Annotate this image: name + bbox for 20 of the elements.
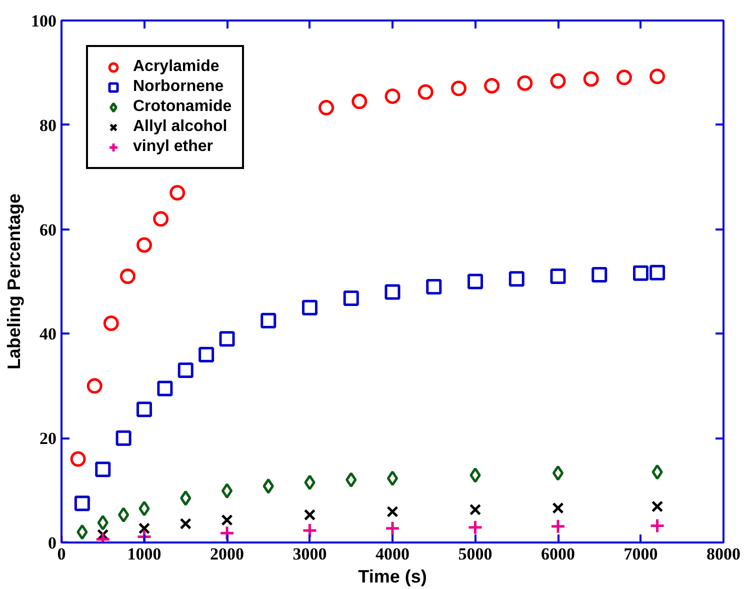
y-tick-label: 20	[40, 429, 56, 448]
legend-label: Norbornene	[133, 78, 224, 96]
legend-label: Allyl alcohol	[133, 118, 228, 136]
legend-label: Acrylamide	[133, 58, 220, 76]
x-tick-label: 7000	[624, 544, 658, 564]
y-axis-title: Labeling Percentage	[4, 193, 24, 370]
legend-label: vinyl ether	[133, 138, 214, 156]
x-tick-label: 3000	[292, 544, 327, 564]
y-tick-label: 80	[40, 116, 56, 135]
x-tick-label: 1000	[127, 544, 162, 564]
x-tick-label: 2000	[210, 544, 244, 564]
legend-label: Crotonamide	[133, 98, 232, 116]
x-axis-title: Time (s)	[358, 566, 427, 586]
x-tick-label: 4000	[376, 544, 410, 564]
x-tick-label: 8000	[706, 544, 740, 564]
x-tick-label: 6000	[541, 544, 575, 564]
y-tick-label: 40	[40, 324, 56, 344]
y-tick-label: 100	[31, 12, 56, 30]
y-tick-label: 60	[40, 220, 56, 240]
x-tick-label: 5000	[458, 544, 492, 564]
